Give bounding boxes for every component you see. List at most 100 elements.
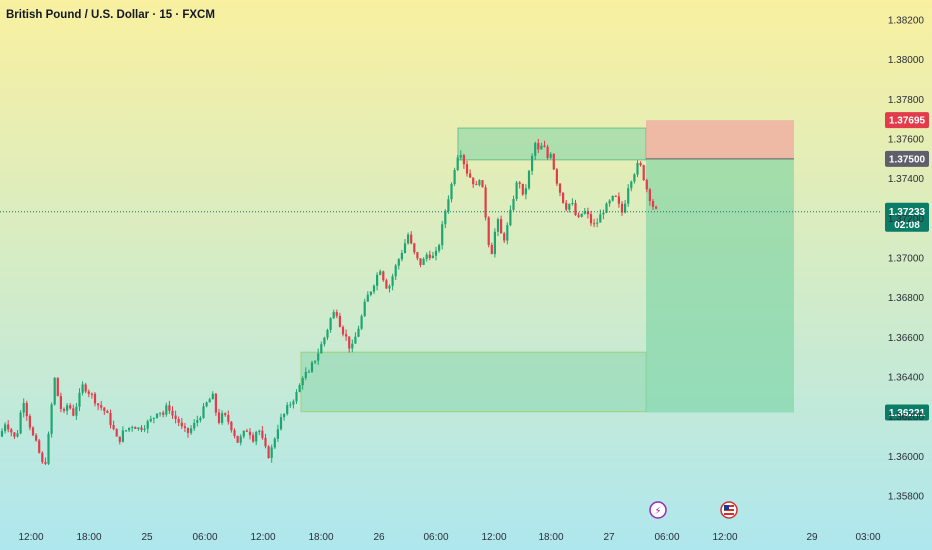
candle-body: [66, 405, 69, 411]
candle-body: [372, 285, 376, 292]
economic-event-us-flag-icon[interactable]: [720, 501, 738, 519]
entry-price-tag[interactable]: [885, 150, 929, 167]
candle-body: [295, 391, 298, 402]
price-tick-label: 1.35800: [888, 492, 925, 503]
candle-body: [109, 412, 112, 426]
candle-body: [614, 195, 617, 197]
candle-body: [258, 430, 261, 432]
candle-body: [165, 405, 168, 415]
candle-body: [211, 393, 214, 400]
candle-body: [56, 377, 59, 397]
candle-body: [403, 243, 407, 254]
candle-body: [565, 202, 568, 210]
candle-body: [534, 143, 537, 156]
candle-body: [376, 274, 379, 286]
candle-body: [239, 436, 242, 443]
candle-body: [100, 405, 103, 408]
demand-zone-lower[interactable]: [300, 351, 647, 413]
candle-body: [459, 155, 462, 158]
stop-price-tag[interactable]: [885, 112, 929, 129]
candle-body: [481, 180, 484, 188]
price-axis[interactable]: 1.38200 1.38000 1.37800 1.37600 1.37400 1.372…: [888, 16, 925, 503]
candle-body: [636, 162, 639, 175]
candle-body: [177, 419, 180, 423]
candle-body: [345, 334, 348, 337]
candle-body: [38, 440, 41, 453]
candle-body: [441, 224, 444, 246]
candle-body: [75, 406, 78, 416]
candle-body: [515, 182, 518, 200]
target-price-tag[interactable]: [885, 404, 929, 421]
candle-body: [47, 433, 50, 464]
candle-body: [87, 391, 90, 394]
candle-body: [155, 413, 159, 418]
stop-loss-area[interactable]: [646, 120, 794, 159]
candle-body: [410, 234, 413, 244]
candle-body: [149, 418, 152, 422]
candle-body: [574, 202, 577, 216]
candle-body: [543, 145, 546, 147]
candle-body: [202, 406, 205, 418]
candle-body: [385, 280, 388, 289]
candle-body: [106, 411, 109, 413]
candle-body: [568, 203, 571, 210]
events-layer: ⚡: [649, 501, 738, 519]
target-price-label: 1.36221: [889, 408, 926, 419]
candle-body: [59, 396, 62, 409]
candle-body: [438, 245, 441, 251]
candle-body: [509, 209, 512, 226]
candle-body: [425, 254, 428, 259]
candle-body: [546, 146, 549, 158]
economic-event-lightning-icon[interactable]: ⚡: [649, 501, 667, 519]
candle-body: [97, 403, 100, 406]
entry-price-label: 1.37500: [889, 154, 926, 165]
position-layer: [646, 120, 794, 413]
current-price-label: 1.37233: [889, 207, 926, 218]
candle-body: [186, 427, 190, 433]
candle-body: [651, 201, 655, 207]
time-tick-label: 03:00: [855, 532, 880, 543]
candle-body: [128, 427, 131, 431]
candle-body: [341, 326, 345, 335]
candle-body: [320, 344, 323, 354]
time-axis[interactable]: 12:00 18:00 25 06:00 12:00 18:00 26 06:00 12:00 1…: [18, 532, 880, 543]
candle-body: [230, 421, 233, 431]
candle-body: [168, 405, 171, 411]
candle-body: [422, 258, 425, 265]
take-profit-area[interactable]: [646, 158, 794, 413]
candle-body: [90, 393, 93, 395]
current-price-tag[interactable]: [885, 202, 929, 232]
candle-body: [540, 145, 543, 150]
candle-body: [496, 219, 500, 232]
candle-body: [648, 189, 651, 202]
time-tick-label: 12:00: [712, 532, 737, 543]
candle-body: [10, 429, 13, 433]
candle-body: [22, 403, 25, 413]
candle-body: [555, 169, 558, 184]
time-tick-label: 18:00: [538, 532, 563, 543]
candle-body: [527, 170, 531, 189]
candle-body: [400, 253, 403, 260]
candle-body: [382, 271, 385, 281]
candle-body: [577, 215, 580, 217]
candle-body: [310, 362, 314, 372]
candle-body: [450, 183, 453, 200]
candle-body: [267, 446, 270, 459]
candle-body: [245, 430, 248, 432]
candle-body: [44, 462, 47, 464]
candle-body: [571, 202, 574, 204]
candle-body: [627, 188, 630, 204]
time-tick-label: 29: [806, 532, 818, 543]
candle-body: [326, 329, 329, 338]
candle-body: [611, 195, 614, 201]
candle-body: [279, 417, 283, 430]
candle-body: [524, 188, 527, 195]
candle-body: [118, 436, 121, 442]
candle-body: [462, 155, 465, 165]
candle-body: [174, 415, 177, 420]
candle-body: [121, 430, 124, 442]
candle-body: [131, 427, 134, 429]
candle-body: [490, 244, 493, 255]
supply-zone-upper[interactable]: [457, 127, 647, 161]
